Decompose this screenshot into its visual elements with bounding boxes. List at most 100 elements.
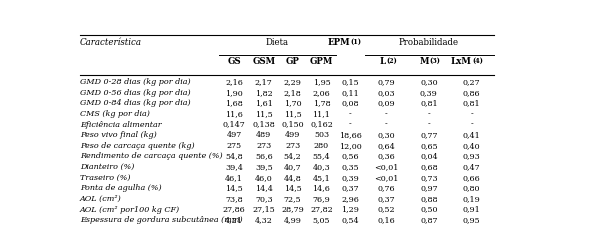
Text: 54,2: 54,2 [284, 152, 301, 160]
Text: 0,73: 0,73 [420, 173, 437, 181]
Text: Eficiência alimentar: Eficiência alimentar [80, 120, 161, 128]
Text: 46,1: 46,1 [225, 173, 243, 181]
Text: 2,29: 2,29 [284, 78, 302, 86]
Text: GPM: GPM [310, 57, 333, 65]
Text: 11,1: 11,1 [313, 109, 331, 117]
Text: 0,64: 0,64 [377, 141, 395, 149]
Text: 40,7: 40,7 [284, 162, 301, 170]
Text: -: - [427, 109, 430, 117]
Text: -: - [470, 120, 473, 128]
Text: 2,17: 2,17 [255, 78, 272, 86]
Text: Dianteiro (%): Dianteiro (%) [80, 162, 134, 170]
Text: 0,04: 0,04 [420, 152, 437, 160]
Text: 0,39: 0,39 [341, 173, 359, 181]
Text: 0,47: 0,47 [463, 162, 481, 170]
Text: L: L [380, 57, 386, 65]
Text: 0,81: 0,81 [420, 99, 437, 107]
Text: 0,54: 0,54 [341, 215, 359, 223]
Text: Ponta de agulha (%): Ponta de agulha (%) [80, 183, 161, 191]
Text: (2): (2) [386, 57, 397, 65]
Text: 73,8: 73,8 [225, 194, 243, 202]
Text: Rendimento de carcaça quente (%): Rendimento de carcaça quente (%) [80, 152, 222, 160]
Text: 0,41: 0,41 [463, 131, 481, 139]
Text: 0,68: 0,68 [420, 162, 437, 170]
Text: <0,01: <0,01 [374, 173, 398, 181]
Text: 4,21: 4,21 [225, 215, 243, 223]
Text: 4,99: 4,99 [284, 215, 302, 223]
Text: 0,147: 0,147 [223, 120, 245, 128]
Text: AOL (cm² por100 kg CF): AOL (cm² por100 kg CF) [80, 205, 180, 213]
Text: M: M [419, 57, 429, 65]
Text: GMD 0-28 dias (kg por dia): GMD 0-28 dias (kg por dia) [80, 78, 190, 86]
Text: 0,56: 0,56 [341, 152, 359, 160]
Text: <0,01: <0,01 [374, 162, 398, 170]
Text: 1,61: 1,61 [255, 99, 273, 107]
Text: 0,95: 0,95 [463, 215, 481, 223]
Text: 14,6: 14,6 [313, 183, 331, 191]
Text: 39,4: 39,4 [225, 162, 243, 170]
Text: 0,27: 0,27 [463, 78, 481, 86]
Text: 499: 499 [285, 131, 301, 139]
Text: 2,96: 2,96 [341, 194, 359, 202]
Text: 0,30: 0,30 [420, 78, 437, 86]
Text: 489: 489 [256, 131, 271, 139]
Text: 0,37: 0,37 [377, 194, 395, 202]
Text: 11,6: 11,6 [225, 109, 243, 117]
Text: 0,80: 0,80 [463, 183, 481, 191]
Text: 39,5: 39,5 [255, 162, 272, 170]
Text: 2,06: 2,06 [313, 88, 331, 96]
Text: (1): (1) [351, 38, 362, 46]
Text: GMD 0-84 dias (kg por dia): GMD 0-84 dias (kg por dia) [80, 99, 190, 107]
Text: (4): (4) [472, 57, 483, 65]
Text: Característica: Característica [80, 38, 142, 46]
Text: 497: 497 [226, 131, 242, 139]
Text: 0,76: 0,76 [377, 183, 395, 191]
Text: 0,30: 0,30 [377, 131, 395, 139]
Text: 0,79: 0,79 [377, 78, 395, 86]
Text: 56,6: 56,6 [255, 152, 272, 160]
Text: 0,37: 0,37 [341, 183, 359, 191]
Text: 0,15: 0,15 [341, 78, 359, 86]
Text: 1,70: 1,70 [284, 99, 301, 107]
Text: 0,19: 0,19 [463, 194, 481, 202]
Text: 275: 275 [226, 141, 242, 149]
Text: 0,150: 0,150 [281, 120, 304, 128]
Text: 1,95: 1,95 [313, 78, 331, 86]
Text: 0,39: 0,39 [420, 88, 438, 96]
Text: -: - [349, 120, 352, 128]
Text: 1,68: 1,68 [225, 99, 243, 107]
Text: 0,08: 0,08 [341, 99, 359, 107]
Text: -: - [385, 109, 388, 117]
Text: EPM: EPM [328, 38, 350, 46]
Text: Peso vivo final (kg): Peso vivo final (kg) [80, 131, 157, 139]
Text: 5,05: 5,05 [313, 215, 330, 223]
Text: 0,81: 0,81 [463, 99, 481, 107]
Text: 54,8: 54,8 [225, 152, 243, 160]
Text: 0,86: 0,86 [463, 88, 481, 96]
Text: GP: GP [286, 57, 299, 65]
Text: 0,162: 0,162 [310, 120, 333, 128]
Text: 0,91: 0,91 [463, 205, 481, 213]
Text: 70,3: 70,3 [255, 194, 272, 202]
Text: 28,79: 28,79 [281, 205, 304, 213]
Text: 1,78: 1,78 [313, 99, 330, 107]
Text: 18,66: 18,66 [339, 131, 362, 139]
Text: 0,03: 0,03 [377, 88, 395, 96]
Text: 503: 503 [314, 131, 329, 139]
Text: 0,35: 0,35 [341, 162, 359, 170]
Text: 0,50: 0,50 [420, 205, 437, 213]
Text: 44,8: 44,8 [284, 173, 301, 181]
Text: GS: GS [227, 57, 241, 65]
Text: 40,3: 40,3 [313, 162, 331, 170]
Text: 1,29: 1,29 [341, 205, 359, 213]
Text: 0,66: 0,66 [463, 173, 481, 181]
Text: (3): (3) [430, 57, 440, 65]
Text: 0,09: 0,09 [377, 99, 395, 107]
Text: -: - [427, 120, 430, 128]
Text: GMD 0-56 dias (kg por dia): GMD 0-56 dias (kg por dia) [80, 88, 190, 96]
Text: 0,77: 0,77 [420, 131, 437, 139]
Text: 0,52: 0,52 [377, 205, 395, 213]
Text: 11,5: 11,5 [284, 109, 301, 117]
Text: 14,5: 14,5 [225, 183, 243, 191]
Text: 280: 280 [314, 141, 329, 149]
